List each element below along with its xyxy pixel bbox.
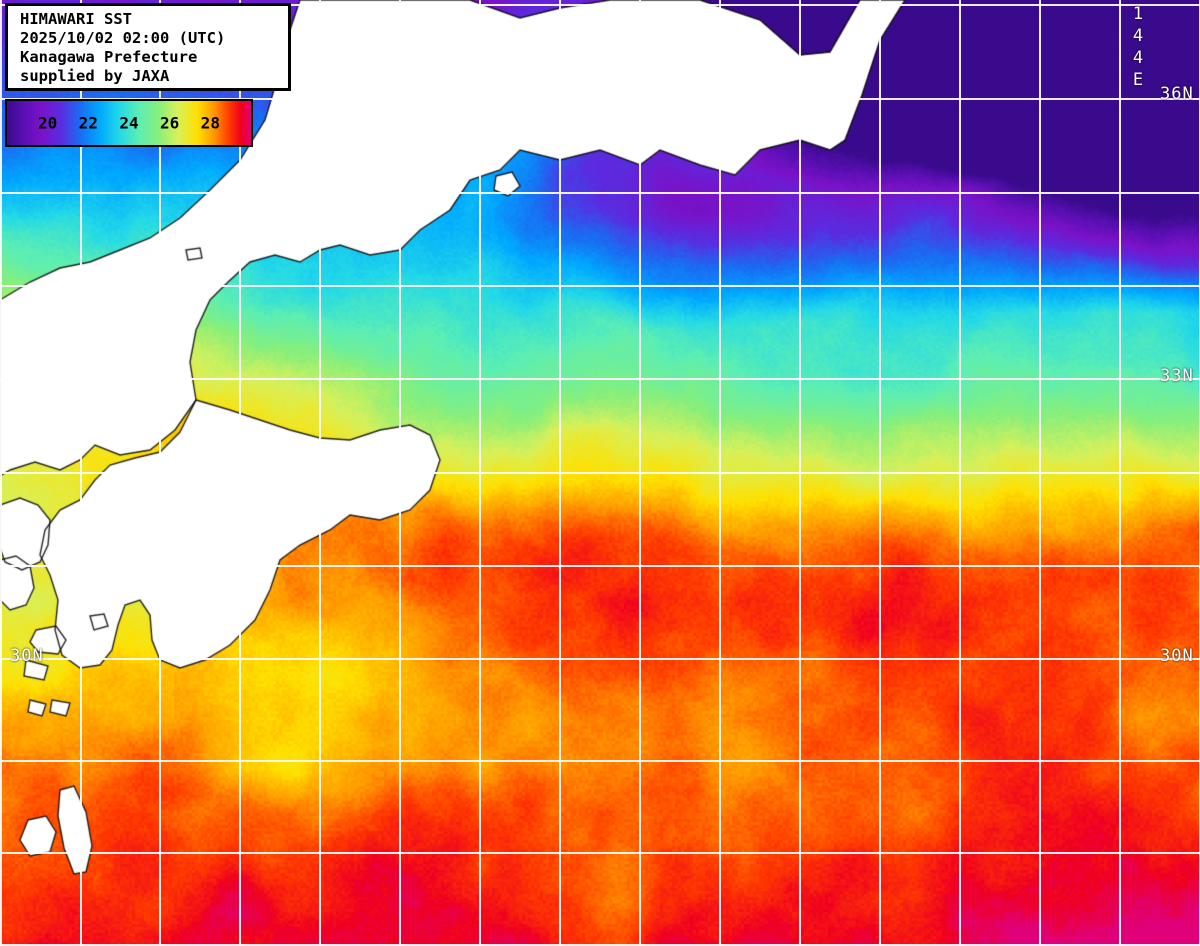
title-line-product: HIMAWARI SST (20, 10, 132, 28)
product-title-box: HIMAWARI SST 2025/10/02 02:00 (UTC) Kana… (5, 3, 291, 91)
sst-colorbar: 20 22 24 26 28 (5, 99, 253, 147)
colorbar-tick-20: 20 (38, 113, 58, 133)
title-line-region: Kanagawa Prefecture (20, 48, 198, 66)
colorbar-gradient (7, 101, 251, 145)
title-line-supplier: supplied by JAXA (20, 67, 170, 85)
colorbar-tick-28: 28 (200, 113, 220, 133)
colorbar-tick-24: 24 (119, 113, 139, 133)
colorbar-tick-22: 22 (78, 113, 98, 133)
title-line-datetime: 2025/10/02 02:00 (UTC) (20, 29, 226, 47)
colorbar-tick-26: 26 (160, 113, 180, 133)
colorbar-ticks: 20 22 24 26 28 (7, 101, 251, 145)
